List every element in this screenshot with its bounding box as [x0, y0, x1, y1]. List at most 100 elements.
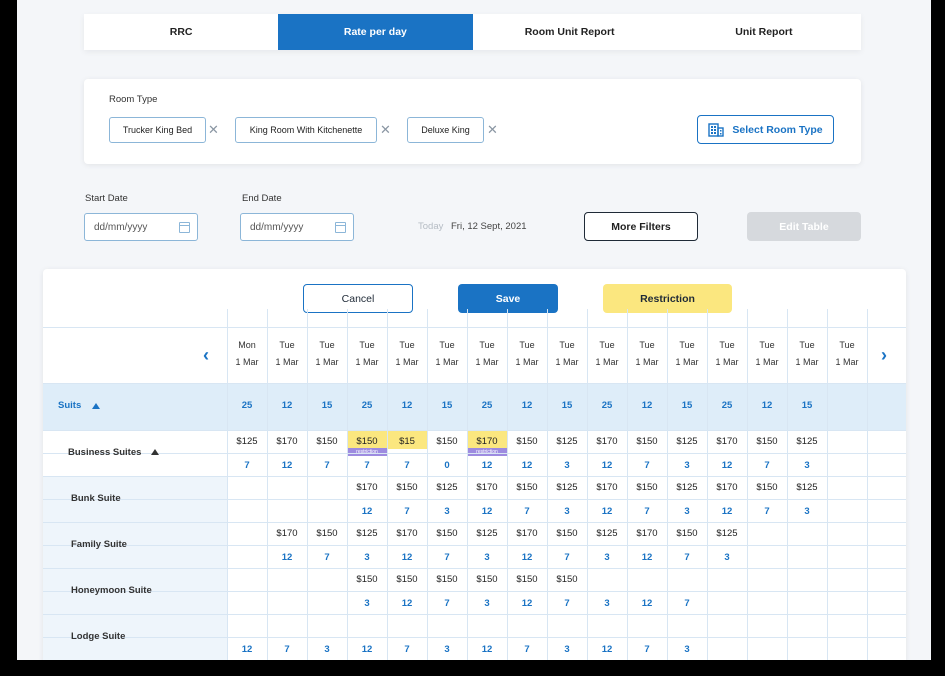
- rate-cell[interactable]: $170: [636, 528, 658, 539]
- rate-cell[interactable]: $15: [399, 436, 415, 447]
- availability-cell[interactable]: 7: [324, 460, 330, 471]
- group-availability[interactable]: 15: [441, 400, 453, 411]
- availability-cell[interactable]: 7: [644, 644, 650, 655]
- start-date-field[interactable]: dd/mm/yyyy: [84, 213, 198, 241]
- rate-cell[interactable]: $170: [596, 482, 618, 493]
- rate-cell[interactable]: $125: [236, 436, 258, 447]
- availability-cell[interactable]: 12: [641, 598, 653, 609]
- group-availability[interactable]: 12: [401, 400, 413, 411]
- rate-cell[interactable]: $170: [276, 528, 298, 539]
- remove-chip-icon[interactable]: ✕: [487, 122, 498, 137]
- availability-cell[interactable]: 12: [721, 506, 733, 517]
- rate-cell[interactable]: $150: [396, 574, 418, 585]
- availability-cell[interactable]: 7: [404, 460, 410, 471]
- availability-cell[interactable]: 12: [601, 506, 613, 517]
- availability-cell[interactable]: 12: [601, 460, 613, 471]
- remove-chip-icon[interactable]: ✕: [208, 122, 219, 137]
- rate-cell[interactable]: $150: [476, 574, 498, 585]
- tab-room-unit-report[interactable]: Room Unit Report: [524, 26, 615, 38]
- group-availability[interactable]: 25: [361, 400, 373, 411]
- availability-cell[interactable]: 3: [604, 552, 610, 563]
- prev-arrow-icon[interactable]: ‹: [203, 345, 209, 365]
- restriction-button[interactable]: Restriction: [603, 284, 732, 313]
- rate-cell[interactable]: $150: [356, 436, 378, 447]
- group-availability[interactable]: 25: [601, 400, 613, 411]
- availability-cell[interactable]: 3: [564, 460, 570, 471]
- availability-cell[interactable]: 12: [641, 552, 653, 563]
- rate-cell[interactable]: $125: [676, 436, 698, 447]
- availability-cell[interactable]: 3: [804, 506, 810, 517]
- availability-cell[interactable]: 12: [521, 598, 533, 609]
- rate-cell[interactable]: $150: [676, 528, 698, 539]
- rate-cell[interactable]: $170: [716, 436, 738, 447]
- rate-cell[interactable]: $125: [356, 528, 378, 539]
- availability-cell[interactable]: 7: [644, 506, 650, 517]
- rate-cell[interactable]: $150: [516, 436, 538, 447]
- rate-cell[interactable]: $125: [556, 482, 578, 493]
- availability-cell[interactable]: 12: [521, 552, 533, 563]
- availability-cell[interactable]: 7: [644, 460, 650, 471]
- availability-cell[interactable]: 3: [484, 552, 490, 563]
- availability-cell[interactable]: 3: [444, 506, 450, 517]
- availability-cell[interactable]: 3: [484, 598, 490, 609]
- availability-cell[interactable]: 7: [764, 460, 770, 471]
- availability-cell[interactable]: 12: [241, 644, 253, 655]
- availability-cell[interactable]: 7: [244, 460, 250, 471]
- availability-cell[interactable]: 7: [444, 598, 450, 609]
- availability-cell[interactable]: 7: [364, 460, 370, 471]
- group-availability[interactable]: 15: [321, 400, 333, 411]
- availability-cell[interactable]: 3: [604, 598, 610, 609]
- rate-cell[interactable]: $125: [556, 436, 578, 447]
- availability-cell[interactable]: 12: [521, 460, 533, 471]
- availability-cell[interactable]: 12: [361, 644, 373, 655]
- rate-cell[interactable]: $125: [716, 528, 738, 539]
- availability-cell[interactable]: 12: [721, 460, 733, 471]
- select-room-type-button[interactable]: Select Room Type: [697, 115, 834, 144]
- availability-cell[interactable]: 7: [764, 506, 770, 517]
- remove-chip-icon[interactable]: ✕: [380, 122, 391, 137]
- rate-cell[interactable]: $150: [396, 482, 418, 493]
- availability-cell[interactable]: 3: [684, 460, 690, 471]
- rate-cell[interactable]: $150: [316, 528, 338, 539]
- rate-cell[interactable]: $170: [476, 482, 498, 493]
- availability-cell[interactable]: 7: [524, 506, 530, 517]
- collapse-caret-icon[interactable]: [151, 449, 159, 455]
- availability-cell[interactable]: 3: [684, 506, 690, 517]
- calendar-icon[interactable]: [335, 222, 346, 233]
- availability-cell[interactable]: 12: [601, 644, 613, 655]
- rate-cell[interactable]: $170: [716, 482, 738, 493]
- end-date-field[interactable]: dd/mm/yyyy: [240, 213, 354, 241]
- rate-cell[interactable]: $170: [516, 528, 538, 539]
- rate-cell[interactable]: $150: [756, 482, 778, 493]
- availability-cell[interactable]: 7: [444, 552, 450, 563]
- rate-cell[interactable]: $150: [436, 528, 458, 539]
- rate-cell[interactable]: $150: [316, 436, 338, 447]
- rate-cell[interactable]: $125: [676, 482, 698, 493]
- edit-table-button[interactable]: Edit Table: [747, 212, 861, 241]
- availability-cell[interactable]: 7: [284, 644, 290, 655]
- rate-cell[interactable]: $150: [436, 574, 458, 585]
- rate-cell[interactable]: $170: [476, 436, 498, 447]
- availability-cell[interactable]: 7: [404, 644, 410, 655]
- rate-cell[interactable]: $150: [636, 436, 658, 447]
- availability-cell[interactable]: 3: [804, 460, 810, 471]
- rate-cell[interactable]: $125: [796, 436, 818, 447]
- group-availability[interactable]: 25: [481, 400, 493, 411]
- availability-cell[interactable]: 3: [684, 644, 690, 655]
- room-chip-trucker-king[interactable]: Trucker King Bed: [109, 117, 206, 143]
- availability-cell[interactable]: 7: [524, 644, 530, 655]
- availability-cell[interactable]: 12: [361, 506, 373, 517]
- availability-cell[interactable]: 7: [564, 552, 570, 563]
- rate-cell[interactable]: $170: [356, 482, 378, 493]
- availability-cell[interactable]: 12: [481, 506, 493, 517]
- availability-cell[interactable]: 12: [401, 598, 413, 609]
- rate-cell[interactable]: $150: [556, 574, 578, 585]
- tab-rrc[interactable]: RRC: [169, 26, 193, 38]
- group-availability[interactable]: 25: [721, 400, 733, 411]
- rate-cell[interactable]: $125: [596, 528, 618, 539]
- availability-cell[interactable]: 12: [481, 644, 493, 655]
- availability-cell[interactable]: 7: [324, 552, 330, 563]
- next-arrow-icon[interactable]: ›: [881, 345, 887, 365]
- save-button[interactable]: Save: [458, 284, 558, 313]
- cancel-button[interactable]: Cancel: [303, 284, 413, 313]
